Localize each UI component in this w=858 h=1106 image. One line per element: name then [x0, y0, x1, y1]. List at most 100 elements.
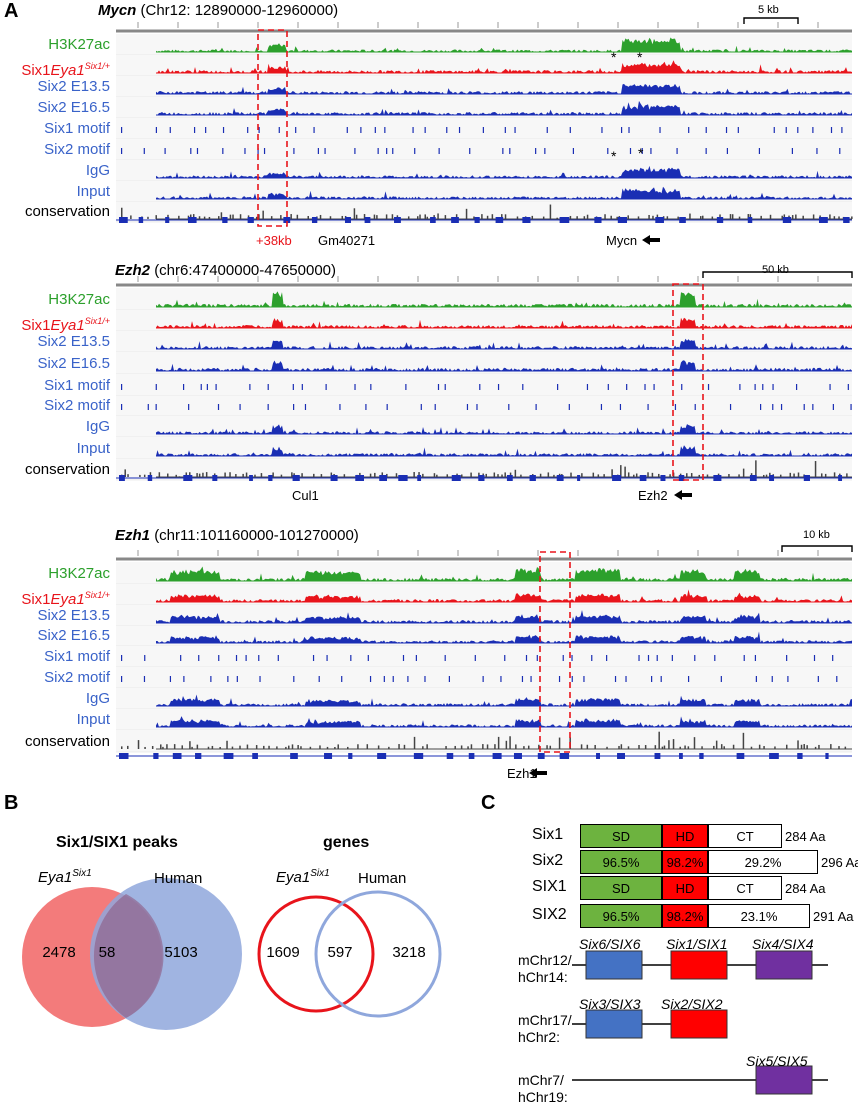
motif-mark [368, 655, 369, 661]
motif-mark [675, 404, 676, 410]
motif-mark [483, 127, 484, 133]
conservation-bar [197, 745, 199, 749]
gene-exon [769, 475, 774, 481]
gene-exon [469, 753, 475, 759]
conservation-bar [694, 737, 696, 749]
motif-mark [180, 655, 181, 661]
conservation-bar [376, 215, 378, 219]
gene-exon [447, 753, 454, 759]
conservation-bar [467, 746, 469, 749]
conservation-bar [121, 746, 123, 749]
motif-mark [508, 404, 509, 410]
motif-mark [571, 655, 572, 661]
motif-mark [833, 404, 834, 410]
conservation-bar [256, 745, 257, 749]
conservation-bar [357, 744, 359, 749]
conservation-bar [581, 744, 583, 749]
motif-mark [557, 384, 558, 390]
motif-mark [804, 404, 805, 410]
motif-mark [319, 676, 320, 682]
gene-exon [750, 475, 757, 481]
motif-mark [479, 384, 480, 390]
gene-exon [293, 475, 300, 481]
motif-mark [279, 127, 280, 133]
motif-mark [500, 676, 501, 682]
gene-label: Six1/SIX1 [666, 936, 727, 952]
motif-mark [183, 676, 184, 682]
gene-exon [188, 217, 197, 223]
conservation-bar [786, 745, 788, 749]
conservation-bar [504, 472, 506, 477]
motif-mark [414, 148, 415, 154]
conservation-bar [297, 215, 299, 219]
conservation-bar [247, 745, 249, 749]
gene-exon [324, 753, 332, 759]
conservation-bar [482, 744, 484, 749]
conservation-bar [648, 215, 650, 219]
conservation-bar [664, 746, 666, 749]
motif-mark [739, 384, 740, 390]
track-background [116, 646, 852, 667]
motif-mark [405, 384, 406, 390]
conservation-bar [386, 214, 388, 219]
motif-mark [425, 127, 426, 133]
gene-exon [496, 217, 504, 223]
conservation-bar [845, 747, 847, 749]
gene-exon [183, 475, 192, 481]
motif-mark [354, 148, 355, 154]
motif-mark [601, 404, 602, 410]
motif-mark [469, 148, 470, 154]
conservation-bar [396, 473, 398, 477]
motif-mark [829, 384, 830, 390]
motif-mark [459, 127, 460, 133]
motif-mark [170, 676, 171, 682]
motif-mark [268, 404, 269, 410]
conservation-bar [834, 472, 836, 477]
gene-exon [379, 475, 387, 481]
conservation-bar [647, 472, 649, 477]
conservation-bar [461, 745, 463, 749]
motif-mark [774, 127, 775, 133]
motif-mark [509, 148, 510, 154]
motif-mark [144, 148, 145, 154]
venn-left-count: 2478 [34, 944, 84, 961]
motif-mark [760, 404, 761, 410]
conservation-bar [147, 217, 149, 219]
motif-mark [653, 384, 654, 390]
gene-label-ezh2: Ezh2 [638, 488, 668, 503]
motif-mark [648, 655, 649, 661]
motif-mark [644, 384, 645, 390]
motif-mark [522, 676, 523, 682]
motif-mark [156, 384, 157, 390]
motif-mark [744, 655, 745, 661]
motif-mark [121, 676, 122, 682]
conservation-bar [688, 746, 690, 749]
conservation-bar [261, 473, 263, 477]
conservation-bar [246, 473, 248, 477]
motif-mark [831, 127, 832, 133]
conservation-bar [189, 741, 191, 749]
motif-mark [505, 127, 506, 133]
conservation-bar [398, 744, 400, 749]
conservation-bar [662, 747, 664, 749]
conservation-bar [419, 215, 421, 219]
gene-exon [451, 217, 459, 223]
conservation-bar [528, 746, 530, 749]
conservation-bar [587, 745, 589, 749]
conservation-bar [517, 216, 519, 219]
conservation-bar [471, 744, 473, 749]
protein-length: 284 Aa [785, 829, 826, 844]
conservation-bar [487, 744, 489, 749]
conservation-bar [178, 216, 180, 219]
protein-name: SIX2 [532, 906, 567, 924]
motif-mark [264, 148, 265, 154]
motif-mark [392, 148, 393, 154]
conservation-bar [624, 467, 626, 477]
motif-mark [625, 676, 626, 682]
motif-mark [630, 148, 631, 154]
motif-mark [183, 384, 184, 390]
conservation-bar [829, 214, 831, 219]
gene-box [756, 1066, 812, 1094]
motif-mark [587, 384, 588, 390]
conservation-bar [413, 472, 415, 477]
